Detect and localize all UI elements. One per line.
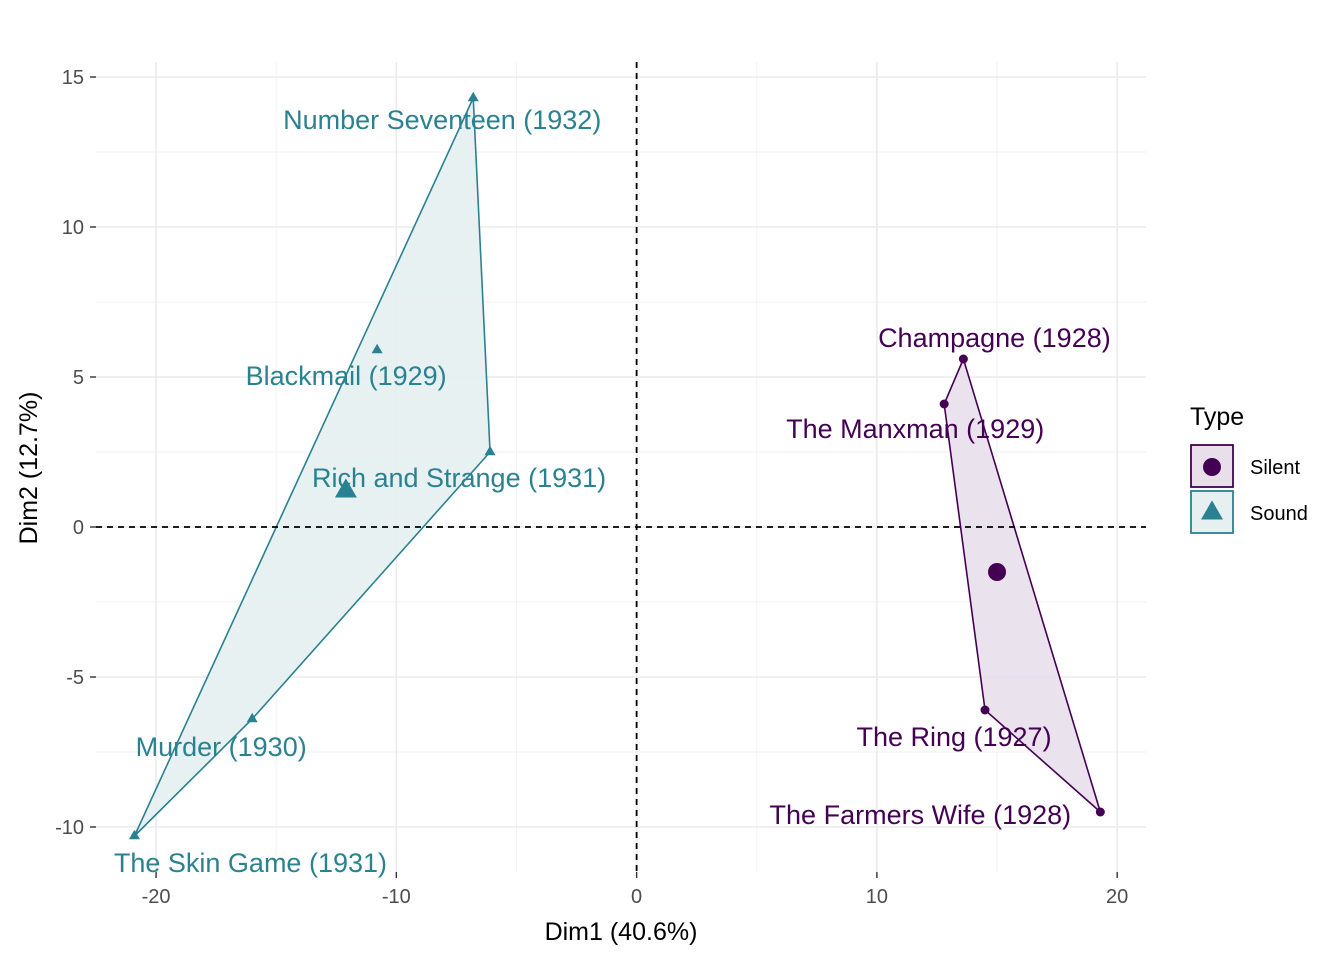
centroid-silent (988, 563, 1007, 581)
legend: Type Silent Sound (1190, 403, 1308, 534)
point-label-silent: The Ring (1927) (856, 722, 1051, 752)
legend-label-sound: Sound (1250, 503, 1308, 525)
point-label-sound: Rich and Strange (1931) (312, 463, 606, 493)
axes: -20 -10 0 10 20 -10 -5 0 5 10 15 (55, 67, 1128, 908)
point-silent (1095, 807, 1105, 817)
x-axis-title: Dim1 (40.6%) (545, 918, 698, 946)
point-label-sound: Blackmail (1929) (246, 361, 447, 391)
point-label-silent: The Manxman (1929) (786, 414, 1044, 444)
y-tick-label: 0 (73, 517, 84, 539)
centroid-sound (334, 478, 357, 498)
x-tick-label: 0 (631, 886, 642, 908)
point-label-sound: Murder (1930) (136, 732, 307, 762)
point-silent (939, 399, 949, 409)
x-tick-label: 10 (866, 886, 888, 908)
y-axis-title: Dim2 (12.7%) (15, 392, 43, 545)
point-sound (371, 343, 383, 354)
x-tick-label: -10 (382, 886, 411, 908)
point-sound (128, 829, 140, 840)
legend-entries: Silent Sound (1190, 444, 1308, 534)
legend-symbol-sound (1201, 500, 1223, 520)
point-label-silent: The Farmers Wife (1928) (770, 800, 1072, 830)
point-sound (246, 712, 258, 723)
point-label-sound: The Skin Game (1931) (114, 848, 387, 878)
legend-title: Type (1190, 403, 1244, 431)
y-tick-label: -5 (66, 667, 84, 689)
point-sound (484, 445, 496, 456)
point-label-sound: Number Seventeen (1932) (283, 105, 601, 135)
legend-symbol-silent (1203, 458, 1221, 476)
y-tick-label: 15 (62, 67, 84, 89)
points (128, 91, 1105, 840)
point-label-silent: Champagne (1928) (878, 323, 1111, 353)
y-tick-label: 5 (73, 367, 84, 389)
y-tick-label: 10 (62, 217, 84, 239)
x-tick-label: 20 (1106, 886, 1128, 908)
centroids (334, 478, 1007, 581)
point-silent (980, 705, 990, 715)
point-sound (467, 91, 479, 102)
reference-lines (96, 62, 1146, 872)
y-tick-label: -10 (55, 817, 84, 839)
x-tick-label: -20 (142, 886, 171, 908)
legend-label-silent: Silent (1250, 457, 1300, 479)
point-silent (958, 354, 968, 364)
point-labels: Champagne (1928) The Manxman (1929) The Ri… (114, 105, 1111, 878)
